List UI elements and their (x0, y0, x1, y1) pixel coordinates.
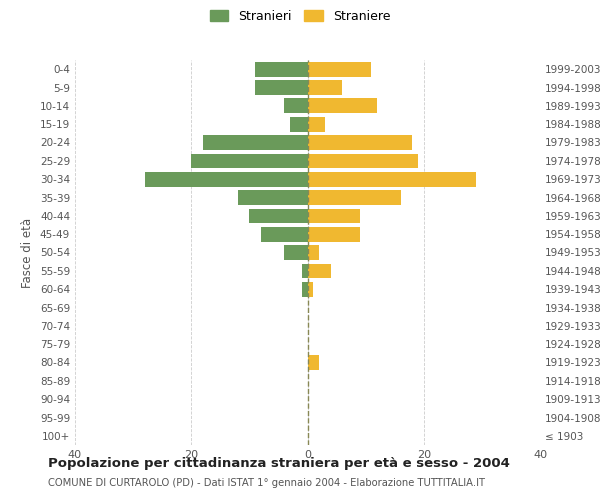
Bar (308, 227, 360, 242)
Bar (308, 282, 313, 296)
Bar (308, 245, 319, 260)
Bar (290, 117, 308, 132)
Bar (191, 154, 308, 168)
Bar (302, 264, 308, 278)
Bar (250, 208, 308, 223)
Bar (145, 172, 308, 186)
Bar (255, 80, 308, 95)
Bar (255, 62, 308, 76)
Bar (308, 355, 319, 370)
Legend: Stranieri, Straniere: Stranieri, Straniere (206, 6, 394, 26)
Bar (308, 98, 377, 113)
Bar (308, 154, 418, 168)
Bar (284, 98, 308, 113)
Bar (308, 264, 331, 278)
Bar (203, 135, 308, 150)
Bar (308, 80, 343, 95)
Text: Popolazione per cittadinanza straniera per età e sesso - 2004: Popolazione per cittadinanza straniera p… (48, 458, 510, 470)
Text: COMUNE DI CURTAROLO (PD) - Dati ISTAT 1° gennaio 2004 - Elaborazione TUTTITALIA.: COMUNE DI CURTAROLO (PD) - Dati ISTAT 1°… (48, 478, 485, 488)
Bar (284, 245, 308, 260)
Bar (308, 190, 401, 205)
Bar (261, 227, 308, 242)
Bar (238, 190, 308, 205)
Bar (308, 62, 371, 76)
Bar (308, 172, 476, 186)
Bar (302, 282, 308, 296)
Bar (308, 208, 360, 223)
Y-axis label: Fasce di età: Fasce di età (22, 218, 34, 288)
Bar (308, 135, 412, 150)
Bar (308, 117, 325, 132)
